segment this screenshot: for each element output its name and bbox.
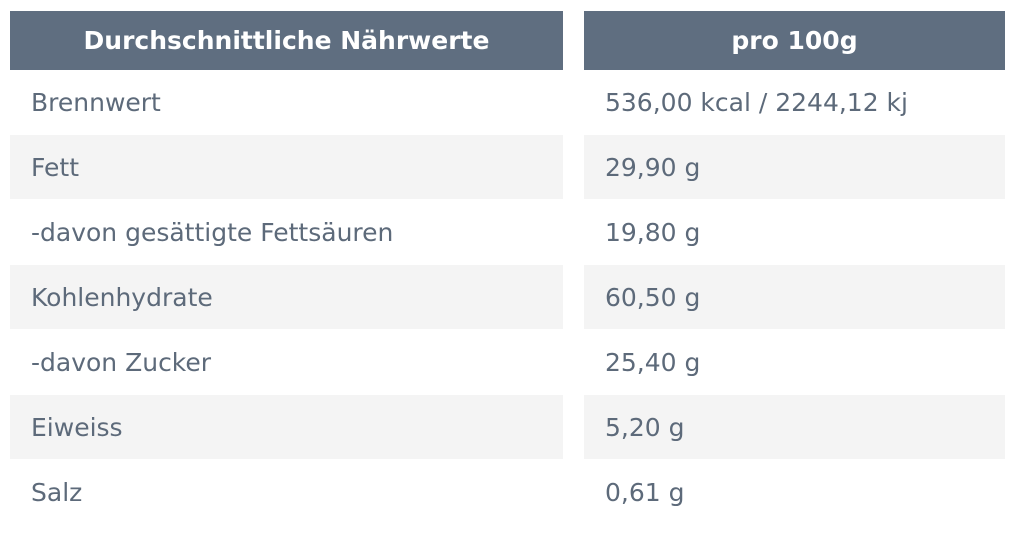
nutrient-name: Salz (10, 460, 563, 525)
table-row: Fett 29,90 g (10, 135, 1005, 200)
column-gap (563, 70, 584, 135)
table-row: -davon Zucker 25,40 g (10, 330, 1005, 395)
nutrition-table: Durchschnittliche Nährwerte pro 100g Bre… (10, 11, 1005, 525)
table-row: Brennwert 536,00 kcal / 2244,12 kj (10, 70, 1005, 135)
table-body: Brennwert 536,00 kcal / 2244,12 kj Fett … (10, 70, 1005, 525)
nutrient-value: 536,00 kcal / 2244,12 kj (584, 70, 1005, 135)
column-gap (563, 265, 584, 330)
table-row: Eiweiss 5,20 g (10, 395, 1005, 460)
column-gap (563, 135, 584, 200)
nutrient-name: -davon gesättigte Fettsäuren (10, 200, 563, 265)
nutrient-value: 60,50 g (584, 265, 1005, 330)
nutrient-value: 19,80 g (584, 200, 1005, 265)
table-row: Salz 0,61 g (10, 460, 1005, 525)
header-per-100g: pro 100g (584, 11, 1005, 70)
header-row: Durchschnittliche Nährwerte pro 100g (10, 11, 1005, 70)
nutrient-value: 0,61 g (584, 460, 1005, 525)
table-row: Kohlenhydrate 60,50 g (10, 265, 1005, 330)
column-gap (563, 330, 584, 395)
nutrient-name: Fett (10, 135, 563, 200)
nutrient-name: Brennwert (10, 70, 563, 135)
table-row: -davon gesättigte Fettsäuren 19,80 g (10, 200, 1005, 265)
nutrient-value: 25,40 g (584, 330, 1005, 395)
nutrient-value: 5,20 g (584, 395, 1005, 460)
column-gap (563, 395, 584, 460)
column-gap (563, 460, 584, 525)
nutrient-name: Kohlenhydrate (10, 265, 563, 330)
header-nutrient: Durchschnittliche Nährwerte (10, 11, 563, 70)
table-header: Durchschnittliche Nährwerte pro 100g (10, 11, 1005, 70)
nutrient-name: -davon Zucker (10, 330, 563, 395)
column-gap (563, 11, 584, 70)
nutrient-name: Eiweiss (10, 395, 563, 460)
column-gap (563, 200, 584, 265)
nutrient-value: 29,90 g (584, 135, 1005, 200)
